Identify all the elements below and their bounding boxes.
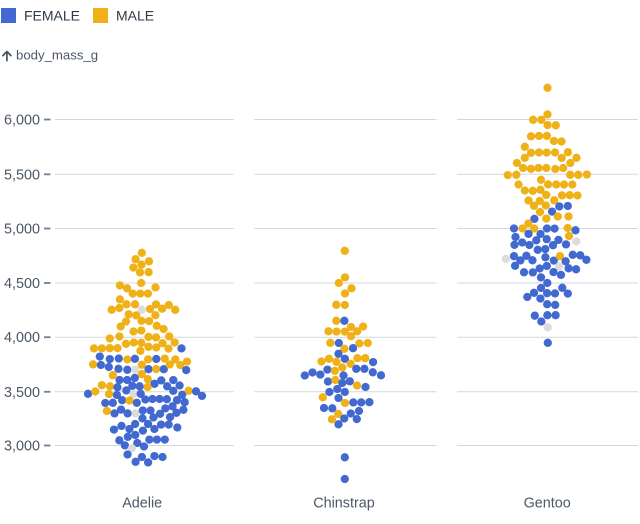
svg-text:MALE: MALE (116, 8, 154, 24)
svg-text:4,500: 4,500 (4, 276, 40, 292)
svg-text:3,000: 3,000 (4, 439, 40, 455)
svg-text:5,000: 5,000 (4, 222, 40, 238)
svg-text:Adelie: Adelie (122, 496, 162, 512)
svg-text:FEMALE: FEMALE (24, 8, 80, 24)
svg-text:body_mass_g: body_mass_g (16, 48, 98, 63)
svg-text:Gentoo: Gentoo (524, 496, 571, 512)
svg-text:4,000: 4,000 (4, 330, 40, 346)
svg-text:Chinstrap: Chinstrap (313, 496, 375, 512)
svg-text:6,000: 6,000 (4, 113, 40, 129)
svg-text:5,500: 5,500 (4, 167, 40, 183)
svg-text:3,500: 3,500 (4, 385, 40, 401)
